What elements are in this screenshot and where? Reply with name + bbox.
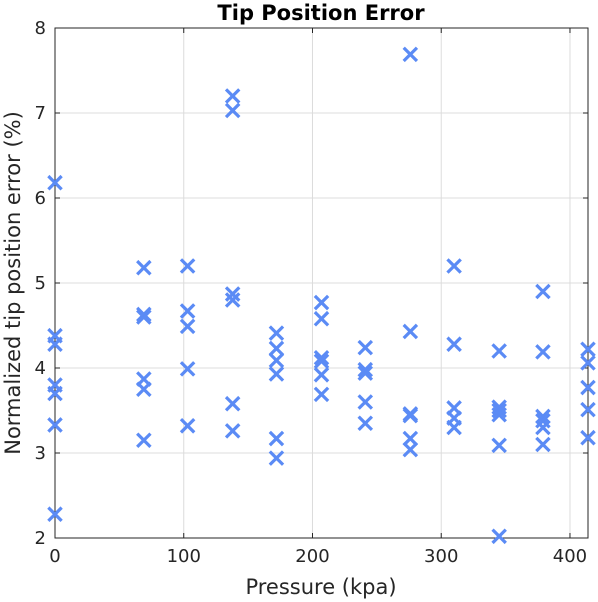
data-point [580,355,596,371]
data-point [47,506,63,522]
data-point [491,402,507,419]
data-point [313,367,330,383]
tick-marks [54,27,588,539]
data-point [313,353,330,369]
data-point [224,102,241,119]
data-point [535,419,551,436]
y-axis-label: Normalized tip position error (%) [1,111,25,455]
data-point [402,441,419,458]
data-point [491,528,507,545]
data-point [446,419,462,436]
data-point [179,361,196,377]
data-point [268,340,285,357]
data-point [313,310,330,327]
data-point [402,46,419,63]
data-point [268,450,285,466]
x-tick-label: 400 [553,546,587,567]
y-tick-label: 4 [35,358,46,379]
data-point [268,352,285,369]
data-point [535,344,551,360]
data-point [535,408,551,425]
x-tick-label: 100 [167,546,201,567]
data-point [580,341,596,358]
x-axis-label: Pressure (kpa) [245,575,396,599]
data-point [491,406,507,423]
data-points [47,46,596,545]
data-point [47,174,63,191]
data-point [136,371,152,387]
data-point [224,88,241,104]
data-point [491,437,507,454]
data-point [357,415,374,432]
data-point [224,423,241,439]
y-tick-label: 6 [35,188,46,209]
data-point [47,336,63,352]
y-tick-labels: 2 3 4 5 6 7 8 [35,18,46,549]
chart-title: Tip Position Error [217,1,425,25]
x-tick-label: 300 [424,546,458,567]
data-point [179,318,196,335]
x-tick-labels: 0 100 200 300 400 [49,546,587,567]
y-tick-label: 7 [35,103,46,124]
data-point [268,366,285,382]
data-point [47,385,63,402]
data-point [136,259,152,276]
data-point [402,323,419,340]
data-point [446,258,462,274]
data-point [535,436,551,453]
data-point [535,283,551,300]
data-point [136,381,152,398]
data-point [47,417,63,433]
y-tick-label: 5 [35,273,46,294]
data-point [357,365,374,381]
data-point [224,292,241,308]
data-point [446,400,462,416]
data-point [136,306,152,323]
data-point [136,432,152,449]
data-point [313,350,330,366]
x-tick-label: 0 [49,546,60,567]
data-point [580,379,596,396]
data-point [446,336,462,352]
data-point [580,429,596,446]
data-point [179,418,196,434]
data-point [357,394,374,410]
y-tick-label: 8 [35,18,46,39]
x-tick-label: 200 [295,546,329,567]
data-point [357,339,374,356]
data-point [402,407,419,424]
data-point [313,386,330,403]
data-point [580,401,596,418]
data-point [224,395,241,412]
data-point [402,430,419,447]
data-point [357,361,374,378]
data-point [313,294,330,311]
data-point [179,258,196,274]
data-point [491,343,507,359]
y-tick-label: 3 [35,443,46,464]
data-point [136,309,152,325]
data-point [268,325,285,341]
y-tick-label: 2 [35,528,46,549]
data-point [179,303,196,319]
data-point [268,430,285,447]
